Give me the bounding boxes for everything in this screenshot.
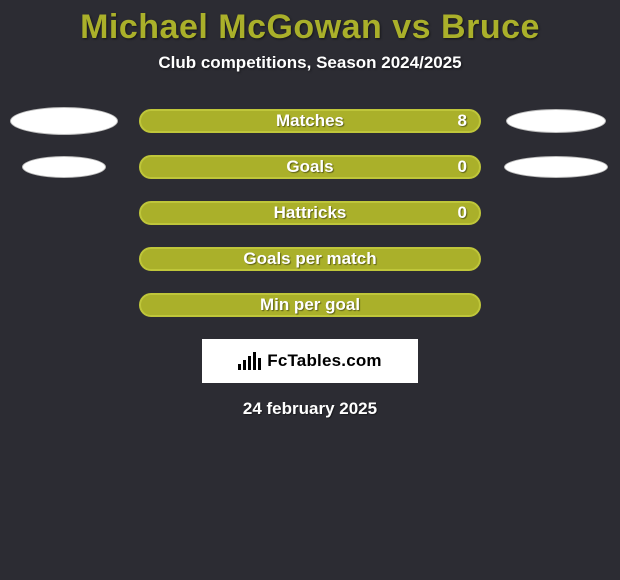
stat-bar: Goals per match xyxy=(139,247,481,271)
comparison-infographic: Michael McGowan vs Bruce Club competitio… xyxy=(0,0,620,580)
subtitle: Club competitions, Season 2024/2025 xyxy=(0,53,620,73)
stat-bar: Hattricks 0 xyxy=(139,201,481,225)
attribution-text: FcTables.com xyxy=(267,351,382,371)
stat-row: Goals 0 xyxy=(0,155,620,179)
stat-row: Matches 8 xyxy=(0,109,620,133)
stat-label: Matches xyxy=(276,111,344,131)
stat-value: 0 xyxy=(458,203,467,223)
right-ellipse xyxy=(504,156,608,178)
stat-label: Goals per match xyxy=(243,249,376,269)
right-ellipse xyxy=(506,109,606,133)
right-ellipse-slot xyxy=(501,156,611,178)
left-ellipse-slot xyxy=(9,156,119,178)
stat-bar: Matches 8 xyxy=(139,109,481,133)
stat-bar: Min per goal xyxy=(139,293,481,317)
stat-row: Goals per match xyxy=(0,247,620,271)
right-ellipse-slot xyxy=(501,109,611,133)
date-footer: 24 february 2025 xyxy=(0,399,620,419)
left-ellipse xyxy=(10,107,118,135)
stat-label: Min per goal xyxy=(260,295,360,315)
stat-row: Hattricks 0 xyxy=(0,201,620,225)
attribution-box: FcTables.com xyxy=(202,339,418,383)
left-ellipse xyxy=(22,156,106,178)
bar-chart-icon xyxy=(238,352,261,370)
stat-label: Goals xyxy=(286,157,333,177)
stat-value: 8 xyxy=(458,111,467,131)
stat-value: 0 xyxy=(458,157,467,177)
stat-rows: Matches 8 Goals 0 Hattricks 0 Goals per match M… xyxy=(0,109,620,317)
stat-label: Hattricks xyxy=(274,203,347,223)
stat-row: Min per goal xyxy=(0,293,620,317)
left-ellipse-slot xyxy=(9,107,119,135)
stat-bar: Goals 0 xyxy=(139,155,481,179)
page-title: Michael McGowan vs Bruce xyxy=(0,0,620,47)
